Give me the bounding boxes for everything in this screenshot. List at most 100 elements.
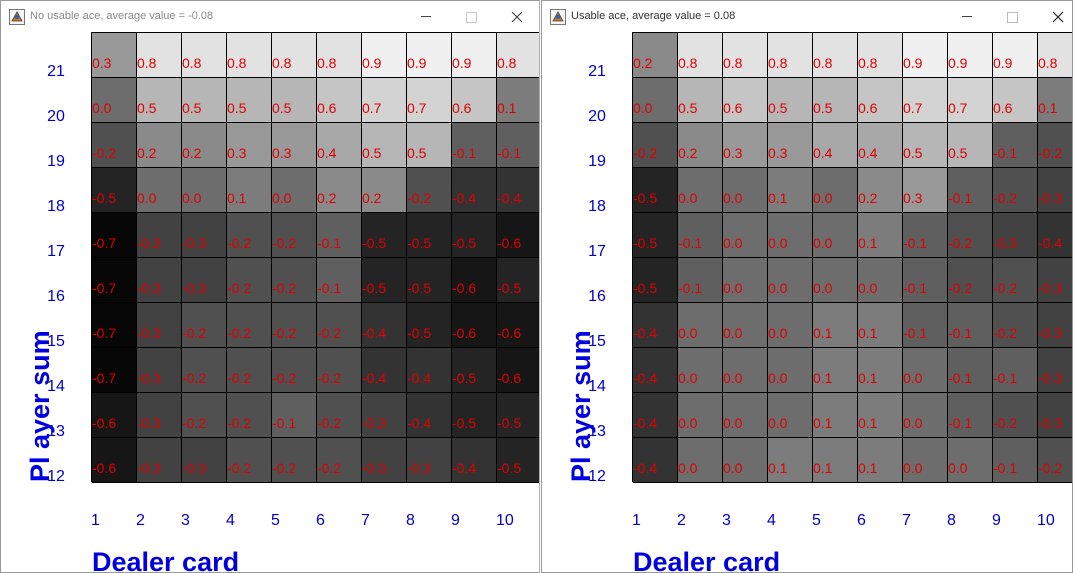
value-label: 0.9 xyxy=(993,55,1013,71)
value-cell: -0.5 xyxy=(633,168,678,213)
value-cell: -0.1 xyxy=(948,303,993,348)
value-cell: -0.7 xyxy=(92,258,137,303)
value-label: -0.2 xyxy=(227,415,252,431)
value-cell: -0.6 xyxy=(497,348,539,393)
value-cell: 0.1 xyxy=(227,168,272,213)
value-cell: 0.0 xyxy=(678,168,723,213)
value-cell: 0.5 xyxy=(407,123,452,168)
value-label: 0.1 xyxy=(858,325,878,341)
value-cell: 0.1 xyxy=(813,393,858,438)
value-cell: -0.3 xyxy=(993,213,1038,258)
close-icon[interactable] xyxy=(505,5,529,29)
value-label: -0.2 xyxy=(272,370,297,386)
close-icon[interactable] xyxy=(1046,5,1070,29)
value-cell: 0.1 xyxy=(858,348,903,393)
value-cell: -0.4 xyxy=(452,438,497,483)
value-label: -0.2 xyxy=(948,280,973,296)
value-label: -0.1 xyxy=(317,280,342,296)
value-cell: -0.4 xyxy=(407,348,452,393)
value-label: 0.8 xyxy=(182,55,202,71)
value-label: -0.5 xyxy=(633,235,658,251)
value-label: -0.4 xyxy=(362,325,387,341)
value-cell: 0.6 xyxy=(993,78,1038,123)
player-sum-label: 20 xyxy=(588,108,606,125)
maximize-icon[interactable] xyxy=(459,5,483,29)
value-label: -0.3 xyxy=(182,460,207,476)
value-label: 0.2 xyxy=(633,55,653,71)
value-cell: 0.8 xyxy=(1038,33,1072,78)
value-label: -0.1 xyxy=(317,235,342,251)
value-label: -0.1 xyxy=(678,280,703,296)
player-sum-label: 21 xyxy=(588,63,606,80)
value-label: 0.7 xyxy=(903,100,923,116)
value-cell: -0.5 xyxy=(407,213,452,258)
value-label: 0.0 xyxy=(137,190,157,206)
value-cell: 0.8 xyxy=(858,33,903,78)
dealer-card-label: 8 xyxy=(406,512,415,529)
value-cell: -0.5 xyxy=(633,213,678,258)
minimize-icon[interactable] xyxy=(414,5,438,29)
value-cell: 0.3 xyxy=(92,33,137,78)
value-cell: -0.2 xyxy=(272,438,317,483)
value-cell: -0.2 xyxy=(317,438,362,483)
value-label: 0.5 xyxy=(137,100,157,116)
value-label: -0.2 xyxy=(272,235,297,251)
value-label: 0.0 xyxy=(723,325,743,341)
value-label: 0.1 xyxy=(858,235,878,251)
value-label: -0.5 xyxy=(497,280,522,296)
value-cell: -0.3 xyxy=(137,393,182,438)
maximize-icon[interactable] xyxy=(1000,5,1024,29)
value-label: 0.7 xyxy=(948,100,968,116)
value-label: -0.5 xyxy=(497,415,522,431)
value-cell: 0.9 xyxy=(948,33,993,78)
value-label: -0.2 xyxy=(227,235,252,251)
value-cell: -0.5 xyxy=(452,213,497,258)
value-cell: -0.3 xyxy=(137,348,182,393)
value-label: 0.0 xyxy=(723,190,743,206)
minimize-icon[interactable] xyxy=(955,5,979,29)
value-label: -0.1 xyxy=(272,415,297,431)
value-label: -0.4 xyxy=(633,415,658,431)
value-cell: -0.3 xyxy=(362,393,407,438)
value-cell: 0.3 xyxy=(903,168,948,213)
value-cell: 0.0 xyxy=(633,78,678,123)
player-sum-label: 17 xyxy=(588,243,606,260)
value-label: -0.5 xyxy=(633,280,658,296)
value-label: 0.4 xyxy=(813,145,833,161)
value-cell: -0.1 xyxy=(272,393,317,438)
value-label: -0.5 xyxy=(407,235,432,251)
dealer-card-label: 9 xyxy=(992,512,1001,529)
value-cell: -0.3 xyxy=(137,258,182,303)
value-cell: -0.2 xyxy=(407,168,452,213)
title-bar[interactable]: Usable ace, average value = 0.08 xyxy=(542,1,1072,32)
value-label: 0.0 xyxy=(813,235,833,251)
value-cell: 0.9 xyxy=(903,33,948,78)
dealer-card-label: 2 xyxy=(677,512,686,529)
value-label: -0.2 xyxy=(227,280,252,296)
value-cell: -0.6 xyxy=(452,303,497,348)
value-cell: -0.7 xyxy=(92,213,137,258)
title-bar[interactable]: No usable ace, average value = -0.08 xyxy=(1,1,539,32)
value-label: -0.1 xyxy=(452,145,477,161)
value-label: 0.1 xyxy=(813,325,833,341)
value-label: -0.1 xyxy=(948,370,973,386)
value-label: -0.6 xyxy=(92,460,117,476)
value-cell: 0.0 xyxy=(182,168,227,213)
value-label: 0.0 xyxy=(768,235,788,251)
value-label: 0.0 xyxy=(768,325,788,341)
java-app-icon xyxy=(9,9,25,25)
value-cell: -0.4 xyxy=(633,438,678,483)
value-label: 0.9 xyxy=(452,55,472,71)
value-cell: -0.2 xyxy=(182,393,227,438)
value-label: -0.2 xyxy=(317,415,342,431)
value-cell: -0.1 xyxy=(317,258,362,303)
player-sum-label: 15 xyxy=(588,333,606,350)
value-label: 0.2 xyxy=(858,190,878,206)
value-cell: -0.2 xyxy=(317,393,362,438)
value-label: -0.5 xyxy=(92,190,117,206)
value-cell: 0.5 xyxy=(903,123,948,168)
value-cell: -0.2 xyxy=(1038,123,1072,168)
value-cell: 0.0 xyxy=(768,348,813,393)
value-cell: -0.3 xyxy=(137,213,182,258)
value-cell: 0.8 xyxy=(678,33,723,78)
